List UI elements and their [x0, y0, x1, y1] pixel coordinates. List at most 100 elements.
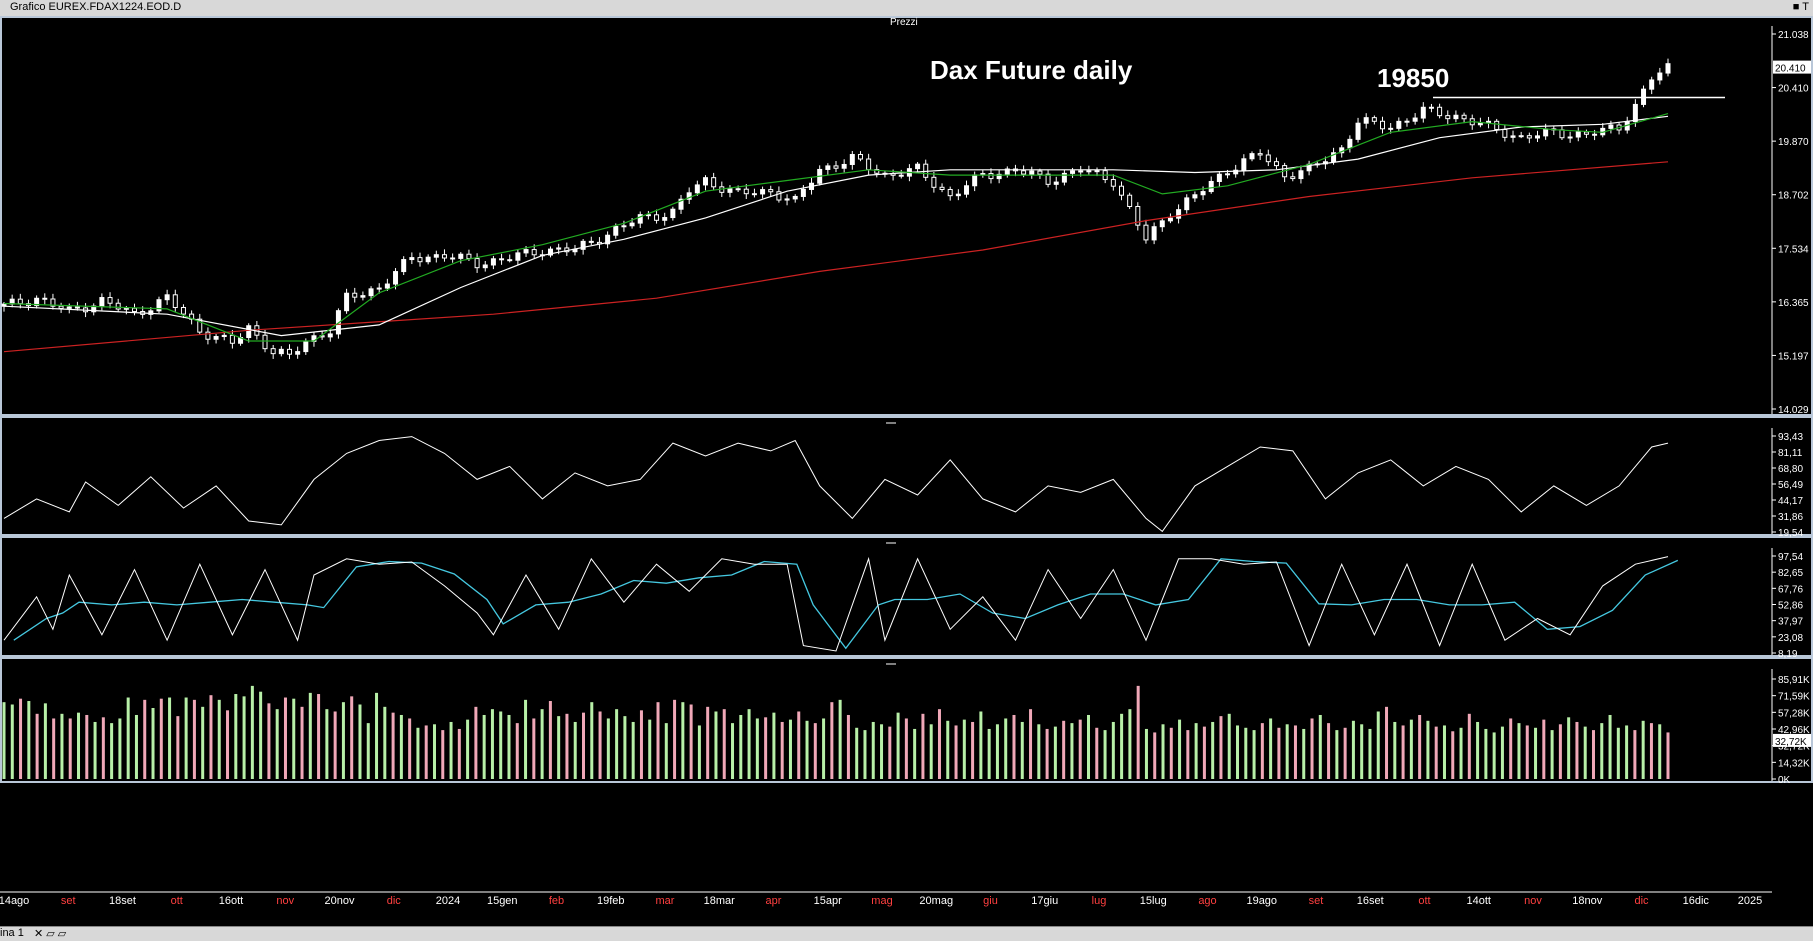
x-axis-label: 15lug	[1140, 895, 1167, 907]
stochastic-k-line	[3, 556, 1669, 652]
candle-body	[1135, 205, 1141, 226]
candle-body	[474, 258, 480, 269]
candle-body	[670, 208, 676, 219]
volume-bar	[101, 717, 105, 779]
x-axis-label: 19feb	[597, 895, 625, 907]
volume-bar	[780, 721, 784, 779]
volume-bar	[441, 730, 445, 779]
volume-bar	[1310, 718, 1314, 779]
volume-bar	[1641, 720, 1645, 779]
candle-body	[678, 198, 684, 210]
volume-bar	[1227, 713, 1231, 779]
volume-bar	[1550, 730, 1554, 779]
window-controls[interactable]: ■ T	[1792, 1, 1809, 13]
candle-body	[148, 310, 154, 315]
candle-body	[1428, 106, 1434, 109]
candle-body	[1110, 179, 1116, 187]
volume-bar	[432, 724, 436, 779]
volume-bar	[1666, 732, 1670, 779]
candle-body	[1290, 176, 1296, 180]
volume-axis-tick-label: 32,72K	[1778, 742, 1810, 753]
volume-bar	[1045, 728, 1049, 779]
candle-body	[1265, 154, 1271, 163]
volume-axis-tick-label: 14,32K	[1778, 758, 1810, 769]
volume-bar	[937, 709, 941, 779]
volume-bar	[1327, 723, 1331, 779]
candle-body	[1273, 161, 1279, 167]
candle-body	[1510, 135, 1516, 138]
x-axis-label: set	[1309, 895, 1324, 907]
candle-body	[17, 298, 23, 305]
candle-body	[1094, 170, 1100, 173]
candle-body	[1543, 128, 1549, 137]
candle-body	[1477, 122, 1483, 126]
candle-body	[1665, 63, 1671, 74]
volume-bar	[1153, 732, 1157, 779]
volume-bar	[1202, 726, 1206, 779]
candle-body	[988, 173, 994, 180]
volume-bar	[242, 696, 246, 779]
x-axis-label: 20mag	[919, 895, 953, 907]
volume-bar	[1252, 730, 1256, 779]
volume-bar	[1409, 719, 1413, 779]
volume-bar	[1343, 727, 1347, 779]
candle-body	[1461, 114, 1467, 120]
candle-body	[433, 254, 439, 258]
price-axis-tick-label: 19.870	[1778, 137, 1809, 148]
volume-bar	[408, 718, 412, 779]
candle-body	[205, 331, 211, 340]
candle-body	[841, 163, 847, 169]
volume-bar	[1136, 685, 1140, 779]
candle-body	[1184, 197, 1190, 211]
last-price-tag: 20.410	[1773, 60, 1811, 75]
volume-bar	[184, 697, 188, 779]
volume-bar	[1376, 711, 1380, 779]
volume-bar	[159, 698, 163, 779]
candle-body	[123, 307, 129, 310]
candle-body	[662, 217, 668, 221]
candle-body	[1657, 72, 1663, 81]
candle-body	[1412, 117, 1418, 122]
volume-bar	[1509, 718, 1513, 779]
rsi-axis: 93,43 81,11 68,80 56,49 44,17 31,86 19,54	[1772, 432, 1803, 539]
sheet-nav[interactable]: ✕ ▱ ▱	[34, 928, 67, 940]
volume-bar	[739, 714, 743, 779]
price-panel-title: Prezzi	[890, 17, 918, 28]
volume-bar	[1277, 727, 1281, 779]
volume-bar	[1004, 718, 1008, 779]
volume-bar	[300, 706, 304, 779]
volume-bar	[1591, 730, 1595, 779]
volume-axis-tick-label: 0K	[1778, 775, 1791, 786]
status-bar: ina 1 ✕ ▱ ▱	[0, 926, 1813, 941]
sheet-tab[interactable]: ina 1	[0, 927, 24, 939]
candle-body	[482, 264, 488, 269]
volume-bar	[250, 685, 254, 779]
candle-body	[784, 198, 790, 201]
volume-bar	[747, 709, 751, 779]
volume-bar	[565, 713, 569, 779]
volume-bar	[1020, 721, 1024, 779]
volume-bar	[681, 702, 685, 779]
x-axis-label: 15apr	[814, 895, 842, 907]
volume-bar	[1418, 714, 1422, 779]
volume-bar	[855, 727, 859, 779]
candle-body	[1437, 106, 1443, 117]
volume-bar	[772, 712, 776, 779]
candle-body	[99, 297, 105, 307]
volume-bar	[1459, 727, 1463, 779]
candle-body	[800, 188, 806, 197]
volume-bar	[954, 725, 958, 779]
volume-bar	[366, 723, 370, 779]
candle-body	[939, 186, 945, 190]
candle-body	[1298, 170, 1304, 180]
candle-body	[180, 306, 186, 315]
volume-bar	[457, 728, 461, 779]
candle-body	[1037, 170, 1043, 175]
volume-bar	[226, 710, 230, 779]
x-axis-label: 18nov	[1572, 895, 1602, 907]
svg-text:32,72K: 32,72K	[1775, 737, 1807, 748]
volume-bar	[192, 699, 196, 779]
volume-bar	[27, 701, 31, 779]
volume-bar	[888, 726, 892, 779]
candle-body	[1078, 170, 1084, 173]
